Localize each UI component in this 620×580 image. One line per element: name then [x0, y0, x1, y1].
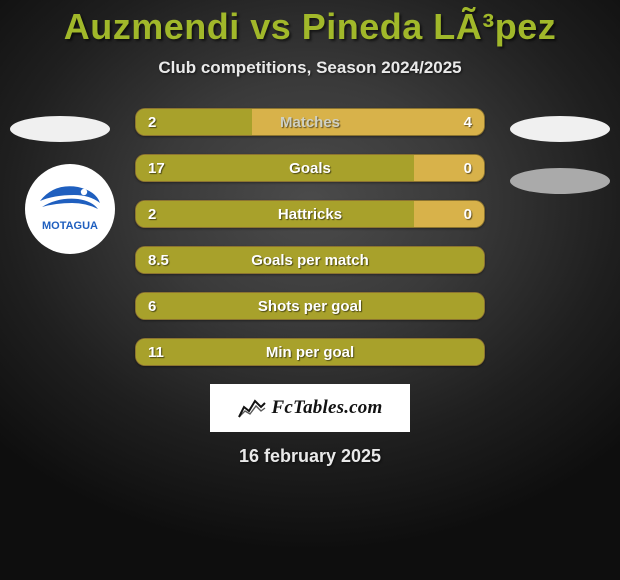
- brand-text: FcTables.com: [272, 397, 383, 419]
- stat-bar-label: Shots per goal: [136, 293, 484, 319]
- chart-icon: [238, 397, 266, 419]
- stat-bar-row: Hattricks2 0: [135, 200, 485, 228]
- stat-bar-left-value: 6: [136, 293, 168, 319]
- stat-bar-left-value: 2: [136, 109, 168, 135]
- stat-bar-right-value: 4: [452, 109, 484, 135]
- stat-bar-row: Goals per match8.5: [135, 246, 485, 274]
- stat-bar-label: Matches: [136, 109, 484, 135]
- stat-bar-row: Goals17 0: [135, 154, 485, 182]
- brand-badge: FcTables.com: [210, 384, 410, 432]
- club-badge-label: MOTAGUA: [42, 220, 98, 232]
- player-oval: [510, 168, 610, 194]
- stat-bar-left-value: 8.5: [136, 247, 181, 273]
- comparison-content: MOTAGUA Matches24Goals170Hattricks20Goal…: [0, 108, 620, 467]
- stat-bar-label: Hattricks: [136, 201, 484, 227]
- stat-bars: Matches24Goals170Hattricks20Goals per ma…: [135, 108, 485, 366]
- stat-bar-row: Min per goal11: [135, 338, 485, 366]
- stat-bar-row: Shots per goal6: [135, 292, 485, 320]
- date-text: 16 february 2025: [0, 446, 620, 467]
- stat-bar-label: Goals per match: [136, 247, 484, 273]
- stat-bar-right-value: 0: [452, 155, 484, 181]
- player-oval: [510, 116, 610, 142]
- stat-bar-row: Matches2 4: [135, 108, 485, 136]
- stat-bar-left-value: 2: [136, 201, 168, 227]
- page-title: Auzmendi vs Pineda LÃ³pez: [0, 0, 620, 48]
- stat-bar-left-value: 17: [136, 155, 177, 181]
- stat-bar-label: Min per goal: [136, 339, 484, 365]
- club-badge: MOTAGUA: [25, 164, 115, 254]
- club-logo-icon: MOTAGUA: [34, 179, 106, 239]
- stat-bar-left-value: 11: [136, 339, 176, 365]
- subtitle: Club competitions, Season 2024/2025: [0, 58, 620, 78]
- stat-bar-right-value: 0: [452, 201, 484, 227]
- player-oval: [10, 116, 110, 142]
- stat-bar-label: Goals: [136, 155, 484, 181]
